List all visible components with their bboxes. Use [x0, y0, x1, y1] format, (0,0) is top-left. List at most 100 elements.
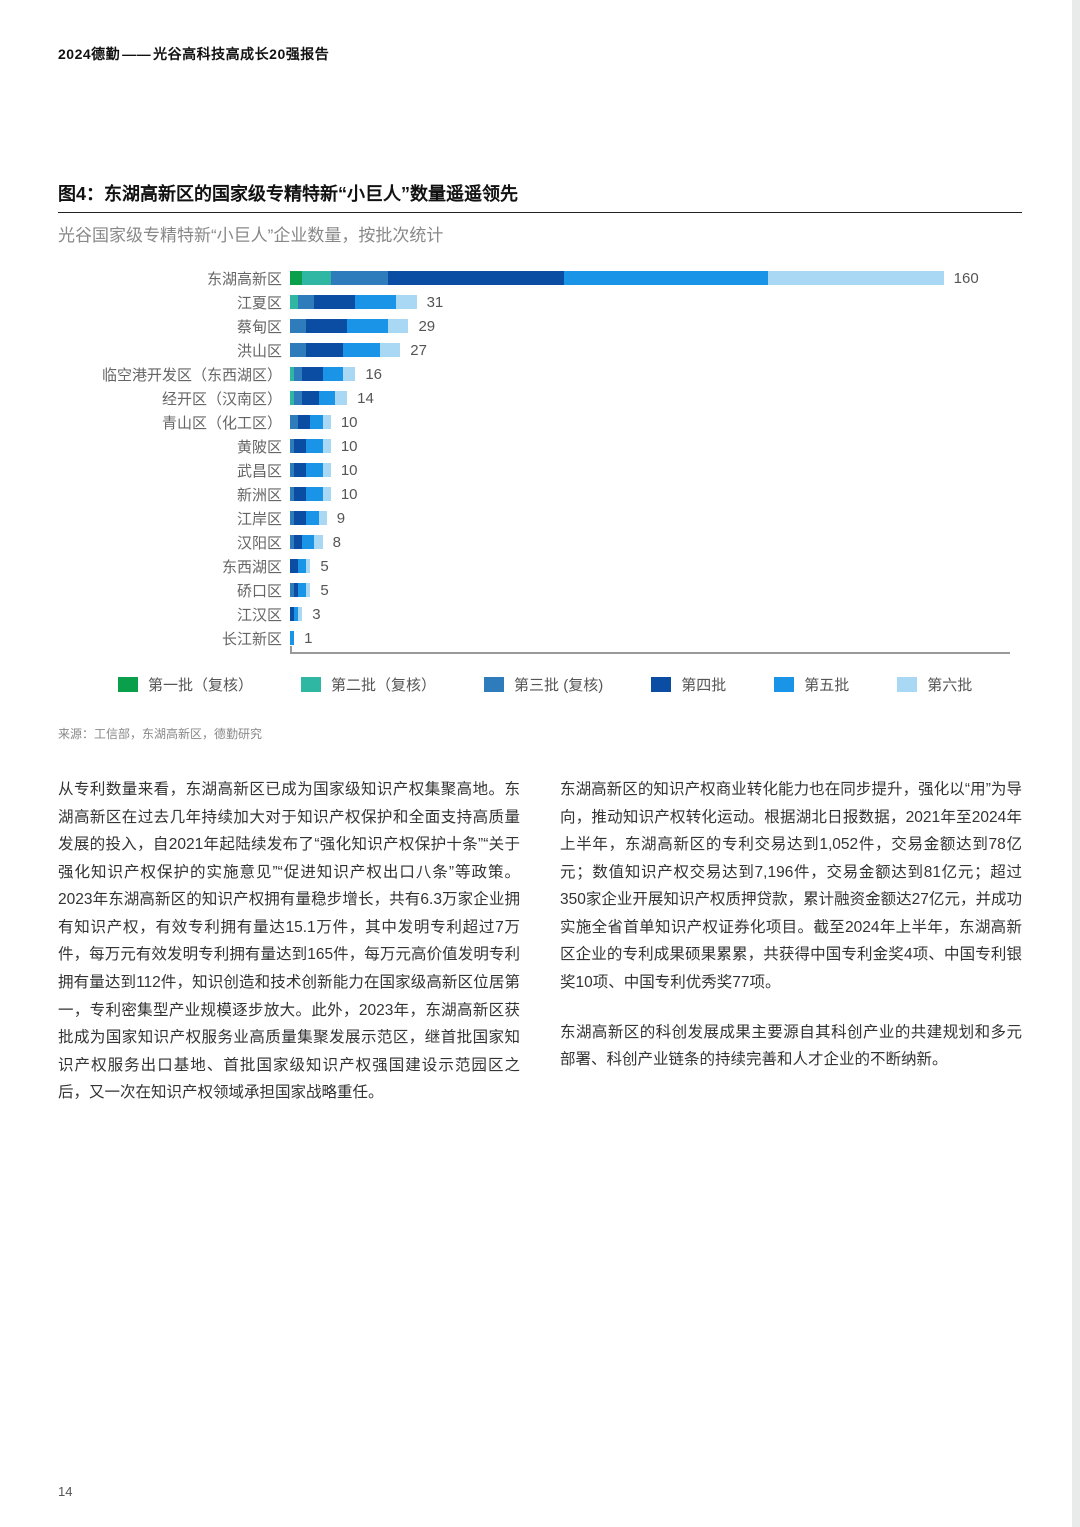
- legend-label: 第四批: [681, 674, 726, 695]
- bar-segment: [290, 559, 298, 573]
- legend-swatch: [484, 677, 504, 692]
- legend-label: 第一批（复核）: [148, 674, 253, 695]
- bar-track: 10: [290, 487, 1022, 501]
- chart-source: 来源：工信部，东湖高新区，德勤研究: [58, 725, 1022, 742]
- legend-swatch: [301, 677, 321, 692]
- bar-label: 临空港开发区（东西湖区）: [58, 364, 290, 385]
- bar-track: 16: [290, 367, 1022, 381]
- bar-segment: [298, 559, 306, 573]
- bar-track: 31: [290, 295, 1022, 309]
- bar-segment: [347, 319, 388, 333]
- bar-track: 8: [290, 535, 1022, 549]
- bar-segment: [310, 415, 322, 429]
- bar-row: 江岸区9: [58, 506, 1022, 530]
- bar-segment: [298, 607, 302, 621]
- bar-segment: [294, 487, 306, 501]
- legend-label: 第二批（复核）: [331, 674, 436, 695]
- bar-row: 长江新区1: [58, 626, 1022, 650]
- body-col-right: 东湖高新区的知识产权商业转化能力也在同步提升，强化以“用”为导向，推动知识产权转…: [560, 776, 1022, 1107]
- bar-segment: [290, 271, 302, 285]
- legend-swatch: [897, 677, 917, 692]
- bar-label: 长江新区: [58, 628, 290, 649]
- bar-label: 武昌区: [58, 460, 290, 481]
- bar-label: 蔡甸区: [58, 316, 290, 337]
- bar-track: 5: [290, 583, 1022, 597]
- bar-segment: [323, 439, 331, 453]
- legend-item: 第四批: [651, 674, 726, 695]
- bar-segment: [302, 271, 331, 285]
- legend-swatch: [118, 677, 138, 692]
- bar-row: 汉阳区8: [58, 530, 1022, 554]
- bar-row: 经开区（汉南区） 14: [58, 386, 1022, 410]
- bar-track: 9: [290, 511, 1022, 525]
- bar-row: 黄陂区10: [58, 434, 1022, 458]
- page-number: 14: [58, 1484, 72, 1499]
- bar-segment: [323, 463, 331, 477]
- legend-swatch: [651, 677, 671, 692]
- bar-label: 洪山区: [58, 340, 290, 361]
- bar-track: 27: [290, 343, 1022, 357]
- bar-track: 10: [290, 439, 1022, 453]
- bar-segment: [290, 415, 298, 429]
- bar-track: 29: [290, 319, 1022, 333]
- header-sep: ——: [122, 46, 151, 62]
- bar-segment: [306, 463, 322, 477]
- bar-label: 江夏区: [58, 292, 290, 313]
- bar-value: 10: [341, 414, 358, 431]
- bar-value: 5: [320, 558, 328, 575]
- bar-segment: [298, 583, 306, 597]
- bar-row: 青山区（化工区）10: [58, 410, 1022, 434]
- bar-segment: [564, 271, 768, 285]
- bar-track: 10: [290, 463, 1022, 477]
- bar-label: 经开区（汉南区）: [58, 388, 290, 409]
- header-brand: 2024德勤: [58, 46, 120, 62]
- bar-label: 东湖高新区: [58, 268, 290, 289]
- bar-segment: [306, 343, 343, 357]
- bar-segment: [294, 463, 306, 477]
- legend-label: 第五批: [804, 674, 849, 695]
- bar-row: 江夏区 31: [58, 290, 1022, 314]
- bar-segment: [343, 367, 355, 381]
- bar-value: 160: [954, 270, 979, 287]
- bar-segment: [343, 343, 380, 357]
- bar-segment: [396, 295, 416, 309]
- header-title: 光谷高科技高成长20强报告: [153, 46, 329, 62]
- legend-label: 第六批: [927, 674, 972, 695]
- bar-segment: [319, 511, 327, 525]
- bar-segment: [355, 295, 396, 309]
- bar-row: 江汉区3: [58, 602, 1022, 626]
- bar-value: 5: [320, 582, 328, 599]
- body-right-p2: 东湖高新区的科创发展成果主要源自其科创产业的共建规划和多元部署、科创产业链条的持…: [560, 1019, 1022, 1074]
- bar-segment: [306, 559, 310, 573]
- bar-segment: [306, 511, 318, 525]
- legend-item: 第六批: [897, 674, 972, 695]
- bar-value: 29: [418, 318, 435, 335]
- body-right-p1: 东湖高新区的知识产权商业转化能力也在同步提升，强化以“用”为导向，推动知识产权转…: [560, 776, 1022, 997]
- bar-segment: [306, 439, 322, 453]
- bar-segment: [306, 487, 322, 501]
- chart-plot: 东湖高新区 160 江夏区 31 蔡甸区 29 洪山区27临空港开发区（东西湖区） 16 经开区…: [58, 266, 1022, 650]
- bar-segment: [294, 535, 302, 549]
- page-edge-shadow: [1072, 0, 1080, 1527]
- legend-item: 第三批 (复核): [484, 674, 603, 695]
- bar-segment: [306, 583, 310, 597]
- bar-segment: [290, 343, 306, 357]
- legend-label: 第三批 (复核): [514, 674, 603, 695]
- bar-row: 蔡甸区 29: [58, 314, 1022, 338]
- bar-label: 江岸区: [58, 508, 290, 529]
- bar-segment: [331, 271, 388, 285]
- bar-segment: [294, 391, 302, 405]
- bar-value: 10: [341, 438, 358, 455]
- bar-value: 31: [427, 294, 444, 311]
- bar-segment: [290, 295, 298, 309]
- bar-row: 武昌区10: [58, 458, 1022, 482]
- bar-segment: [323, 415, 331, 429]
- bar-track: 14: [290, 391, 1022, 405]
- chart-title: 图4：东湖高新区的国家级专精特新“小巨人”数量遥遥领先: [58, 180, 1022, 213]
- bar-value: 14: [357, 390, 374, 407]
- bar-segment: [388, 319, 408, 333]
- legend-item: 第一批（复核）: [118, 674, 253, 695]
- bar-track: 10: [290, 415, 1022, 429]
- bar-segment: [768, 271, 944, 285]
- bar-value: 16: [365, 366, 382, 383]
